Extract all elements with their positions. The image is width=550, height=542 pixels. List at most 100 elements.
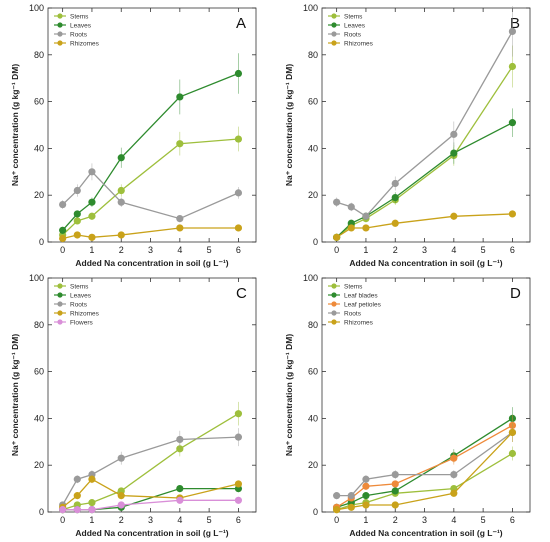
- x-tick-label: 4: [177, 515, 182, 525]
- data-point: [73, 210, 81, 218]
- data-point: [117, 198, 125, 206]
- data-point: [234, 189, 243, 197]
- legend-marker: [57, 31, 63, 37]
- x-tick-label: 5: [207, 515, 212, 525]
- data-point: [234, 496, 243, 504]
- legend-marker: [331, 40, 337, 46]
- data-point: [73, 231, 81, 239]
- x-axis-label: Added Na concentration in soil (g L⁻¹): [349, 528, 502, 538]
- y-tick-label: 0: [39, 237, 44, 247]
- legend-label: Stems: [70, 283, 89, 290]
- series-line: [336, 31, 513, 218]
- legend-label: Roots: [344, 310, 362, 317]
- x-axis-label: Added Na concentration in soil (g L⁻¹): [349, 258, 502, 268]
- legend-label: Rhizomes: [70, 40, 100, 47]
- y-tick-label: 60: [308, 367, 318, 377]
- y-tick-label: 100: [29, 273, 44, 283]
- y-axis-label: Na⁺ concentration (g kg⁻¹ DM): [10, 334, 20, 456]
- legend-marker: [57, 301, 63, 307]
- plot-frame: [47, 7, 257, 243]
- legend-label: Rhizomes: [70, 310, 100, 317]
- series-leaf-blades: [333, 407, 517, 511]
- data-point: [234, 433, 243, 441]
- legend-marker: [331, 283, 337, 289]
- x-axis-label: Added Na concentration in soil (g L⁻¹): [75, 528, 228, 538]
- data-point: [59, 234, 67, 243]
- y-tick-label: 20: [34, 190, 44, 200]
- data-point: [234, 135, 243, 143]
- data-point: [508, 62, 517, 71]
- data-point: [88, 233, 96, 241]
- data-point: [508, 27, 517, 35]
- y-tick-label: 80: [34, 320, 44, 330]
- y-tick-label: 0: [39, 507, 44, 517]
- panel-c: 0 20 40 60 80 100 0 1 2 3 4 5 6 Added Na concentratio…: [10, 273, 257, 538]
- x-tick-label: 2: [119, 245, 124, 255]
- legend-marker: [57, 310, 63, 316]
- data-point: [333, 233, 341, 241]
- x-tick-label: 5: [481, 515, 486, 525]
- y-tick-label: 0: [313, 237, 318, 247]
- data-point: [73, 475, 81, 483]
- data-point: [347, 503, 355, 511]
- y-tick-label: 60: [308, 97, 318, 107]
- data-point: [450, 212, 458, 220]
- data-point: [347, 492, 355, 500]
- data-point: [88, 499, 96, 507]
- data-point: [176, 215, 184, 223]
- legend-label: Leaf petioles: [344, 301, 382, 308]
- data-point: [391, 470, 399, 479]
- panel-b: 0 20 40 60 80 100 0 1 2 3 4 5 6 Added Na concentratio…: [284, 3, 531, 268]
- series-stems: [333, 45, 517, 241]
- plot-frame: [321, 7, 531, 243]
- legend-marker: [331, 319, 337, 325]
- x-tick-label: 2: [119, 515, 124, 525]
- series-line: [62, 413, 239, 511]
- data-point: [73, 217, 81, 225]
- plot-frame: [321, 277, 531, 513]
- data-point: [508, 449, 517, 458]
- panel-a: 0 20 40 60 80 100 0 1 2 3 4 5 6 Added Na concentratio…: [10, 3, 257, 268]
- legend-marker: [57, 283, 63, 289]
- x-tick-label: 0: [334, 245, 339, 255]
- data-point: [234, 69, 243, 78]
- data-point: [176, 435, 184, 444]
- data-point: [88, 168, 96, 176]
- data-point: [117, 186, 125, 195]
- legend-marker: [57, 40, 63, 46]
- data-point: [362, 224, 370, 232]
- data-point: [333, 506, 341, 514]
- panel-label: B: [510, 15, 520, 32]
- data-point: [59, 200, 67, 209]
- legend-label: Leaves: [344, 22, 366, 29]
- y-tick-label: 100: [303, 273, 318, 283]
- legend-label: Roots: [344, 31, 362, 38]
- legend-marker: [57, 22, 63, 28]
- y-axis-label: Na⁺ concentration (g kg⁻¹ DM): [284, 64, 294, 186]
- y-tick-label: 40: [308, 413, 318, 423]
- x-tick-label: 4: [451, 515, 456, 525]
- y-tick-label: 80: [308, 50, 318, 60]
- x-tick-label: 5: [481, 245, 486, 255]
- data-point: [362, 492, 370, 500]
- data-point: [391, 193, 399, 202]
- y-tick-label: 80: [308, 320, 318, 330]
- legend-label: Roots: [70, 31, 88, 38]
- series-line: [62, 487, 239, 511]
- x-tick-label: 5: [207, 245, 212, 255]
- data-point: [450, 130, 458, 138]
- data-point: [450, 470, 458, 479]
- legend-label: Rhizomes: [344, 319, 374, 326]
- data-point: [362, 482, 370, 490]
- data-point: [176, 485, 184, 493]
- data-point: [59, 506, 67, 514]
- x-tick-label: 4: [451, 245, 456, 255]
- legend-label: Roots: [70, 301, 88, 308]
- data-point: [88, 506, 96, 514]
- legend-marker: [331, 301, 337, 307]
- x-tick-label: 3: [422, 245, 427, 255]
- data-point: [234, 224, 243, 232]
- legend-label: Leaves: [70, 22, 92, 29]
- x-tick-label: 3: [148, 515, 153, 525]
